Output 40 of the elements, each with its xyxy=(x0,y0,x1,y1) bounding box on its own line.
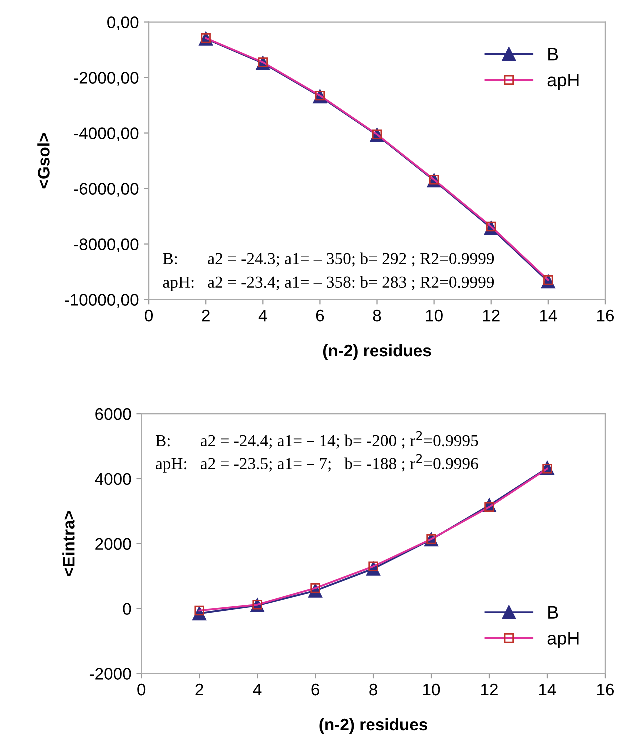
x-tick-label: 14 xyxy=(539,684,556,696)
y-tick-label: -2000,00 xyxy=(74,72,139,86)
x-tick-label: 2 xyxy=(196,684,204,696)
y-tick-label: 2000 xyxy=(96,538,132,550)
x-tick-label: 4 xyxy=(253,684,262,696)
y-tick-label: 6000 xyxy=(96,408,132,420)
x-tick-label: 0 xyxy=(145,310,154,322)
x-tick-label: 16 xyxy=(597,684,614,696)
y-tick-label: -6000,00 xyxy=(74,183,139,197)
y-tick-label: -2000 xyxy=(90,668,132,680)
x-tick-label: 6 xyxy=(316,310,324,322)
y-tick-label: -10000,00 xyxy=(65,294,139,308)
legend-label: B xyxy=(548,606,558,619)
y-tick-label: 0,00 xyxy=(108,16,139,30)
y-axis-title: <Gsol> xyxy=(38,133,50,189)
y-tick-label: -8000,00 xyxy=(74,238,139,252)
x-tick-label: 6 xyxy=(312,684,320,696)
y-tick-label: 0 xyxy=(123,603,132,616)
x-tick-label: 10 xyxy=(424,684,440,696)
y-tick-label: 4000 xyxy=(95,473,132,486)
legend-label: apH xyxy=(548,632,579,648)
x-tick-label: 2 xyxy=(202,310,210,322)
x-tick-label: 4 xyxy=(258,310,268,322)
annotation: B: a2 = -24.3; a1= – 350; b= 292 ; R2=0.9999 xyxy=(163,252,494,267)
x-tick-label: 16 xyxy=(597,310,614,322)
legend-label: B xyxy=(548,48,558,61)
x-axis-title: (n-2) residues xyxy=(323,344,432,360)
x-tick-label: 8 xyxy=(370,684,378,696)
y-tick-label: -4000,00 xyxy=(74,128,139,142)
x-axis-title: (n-2) residues xyxy=(320,718,428,734)
x-tick-label: 8 xyxy=(373,310,382,322)
x-tick-label: 12 xyxy=(483,310,500,322)
annotation: apH: a2 = -23.4; a1= – 358: b= 283 ; R2=0.9999 xyxy=(163,276,494,292)
x-tick-label: 14 xyxy=(540,310,558,322)
annotation: apH: a2 = -23.5; a1= – 7; b= -188 ; r$^{2}$=0.9996 xyxy=(156,454,478,473)
legend-label: apH xyxy=(548,74,579,90)
x-tick-label: 12 xyxy=(482,684,498,696)
y-axis-title: <Eintra> xyxy=(62,511,75,577)
x-tick-label: 10 xyxy=(426,310,443,322)
annotation: B: a2 = -24.4; a1= – 14; b= -200 ; r$^{2}$=0.9995 xyxy=(156,431,478,449)
